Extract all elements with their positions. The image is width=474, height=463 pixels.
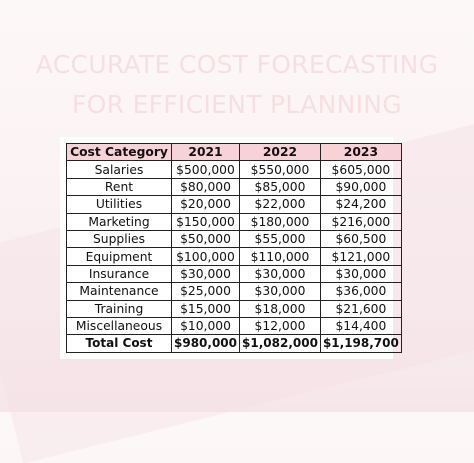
table-row: Marketing $150,000 $180,000 $216,000 (66, 212, 402, 231)
value-cell-2022: $12,000 (239, 316, 321, 336)
table-row: Rent $80,000 $85,000 $90,000 (66, 177, 402, 197)
total-label-cell: Total Cost (66, 334, 172, 353)
value-cell-2022: $55,000 (239, 229, 321, 249)
category-cell: Utilities (66, 195, 172, 214)
table-row: Maintenance $25,000 $30,000 $36,000 (66, 282, 402, 301)
page-title-line-2: FOR EFFICIENT PLANNING (72, 90, 402, 119)
table-row: Training $15,000 $18,000 $21,600 (66, 299, 402, 318)
value-cell-2023: $30,000 (319, 264, 402, 284)
value-cell-2021: $30,000 (170, 264, 241, 284)
value-cell-2021: $50,000 (170, 229, 241, 249)
value-cell-2022: $85,000 (239, 177, 321, 197)
table-row: Utilities $20,000 $22,000 $24,200 (66, 195, 402, 214)
category-cell: Salaries (66, 160, 172, 179)
column-header-2023: 2023 (319, 142, 402, 162)
value-cell-2021: $10,000 (170, 316, 241, 336)
table-row: Miscellaneous $10,000 $12,000 $14,400 (66, 316, 402, 336)
value-cell-2023: $21,600 (319, 299, 402, 318)
total-cell-2022: $1,082,000 (239, 334, 321, 353)
value-cell-2023: $14,400 (319, 316, 402, 336)
value-cell-2021: $150,000 (170, 212, 241, 231)
table-row: Equipment $100,000 $110,000 $121,000 (66, 247, 402, 266)
value-cell-2021: $25,000 (170, 282, 241, 301)
value-cell-2021: $15,000 (170, 299, 241, 318)
column-header-2022: 2022 (239, 142, 321, 162)
value-cell-2022: $22,000 (239, 195, 321, 214)
total-cell-2021: $980,000 (170, 334, 241, 353)
value-cell-2022: $550,000 (239, 160, 321, 179)
value-cell-2022: $30,000 (239, 282, 321, 301)
value-cell-2021: $80,000 (170, 177, 241, 197)
value-cell-2021: $500,000 (170, 160, 241, 179)
total-cell-2023: $1,198,700 (319, 334, 402, 353)
value-cell-2023: $60,500 (319, 229, 402, 249)
value-cell-2022: $180,000 (239, 212, 321, 231)
value-cell-2023: $121,000 (319, 247, 402, 266)
value-cell-2021: $20,000 (170, 195, 241, 214)
cost-table: Cost Category 2021 2022 2023 Salaries $5… (66, 142, 402, 353)
table-row: Salaries $500,000 $550,000 $605,000 (66, 160, 402, 179)
value-cell-2023: $90,000 (319, 177, 402, 197)
category-cell: Insurance (66, 264, 172, 284)
category-cell: Rent (66, 177, 172, 197)
value-cell-2022: $18,000 (239, 299, 321, 318)
category-cell: Supplies (66, 229, 172, 249)
table-row: Supplies $50,000 $55,000 $60,500 (66, 229, 402, 249)
value-cell-2022: $30,000 (239, 264, 321, 284)
value-cell-2023: $216,000 (319, 212, 402, 231)
category-cell: Training (66, 299, 172, 318)
category-cell: Marketing (66, 212, 172, 231)
category-cell: Maintenance (66, 282, 172, 301)
category-cell: Miscellaneous (66, 316, 172, 336)
value-cell-2023: $36,000 (319, 282, 402, 301)
table-row: Insurance $30,000 $30,000 $30,000 (66, 264, 402, 284)
value-cell-2022: $110,000 (239, 247, 321, 266)
column-header-2021: 2021 (170, 142, 241, 162)
value-cell-2023: $24,200 (319, 195, 402, 214)
table-header-row: Cost Category 2021 2022 2023 (66, 142, 402, 162)
total-row: Total Cost $980,000 $1,082,000 $1,198,70… (66, 334, 402, 353)
column-header-category: Cost Category (66, 142, 172, 162)
page-title-line-1: ACCURATE COST FORECASTING (35, 50, 439, 79)
value-cell-2023: $605,000 (319, 160, 402, 179)
value-cell-2021: $100,000 (170, 247, 241, 266)
category-cell: Equipment (66, 247, 172, 266)
